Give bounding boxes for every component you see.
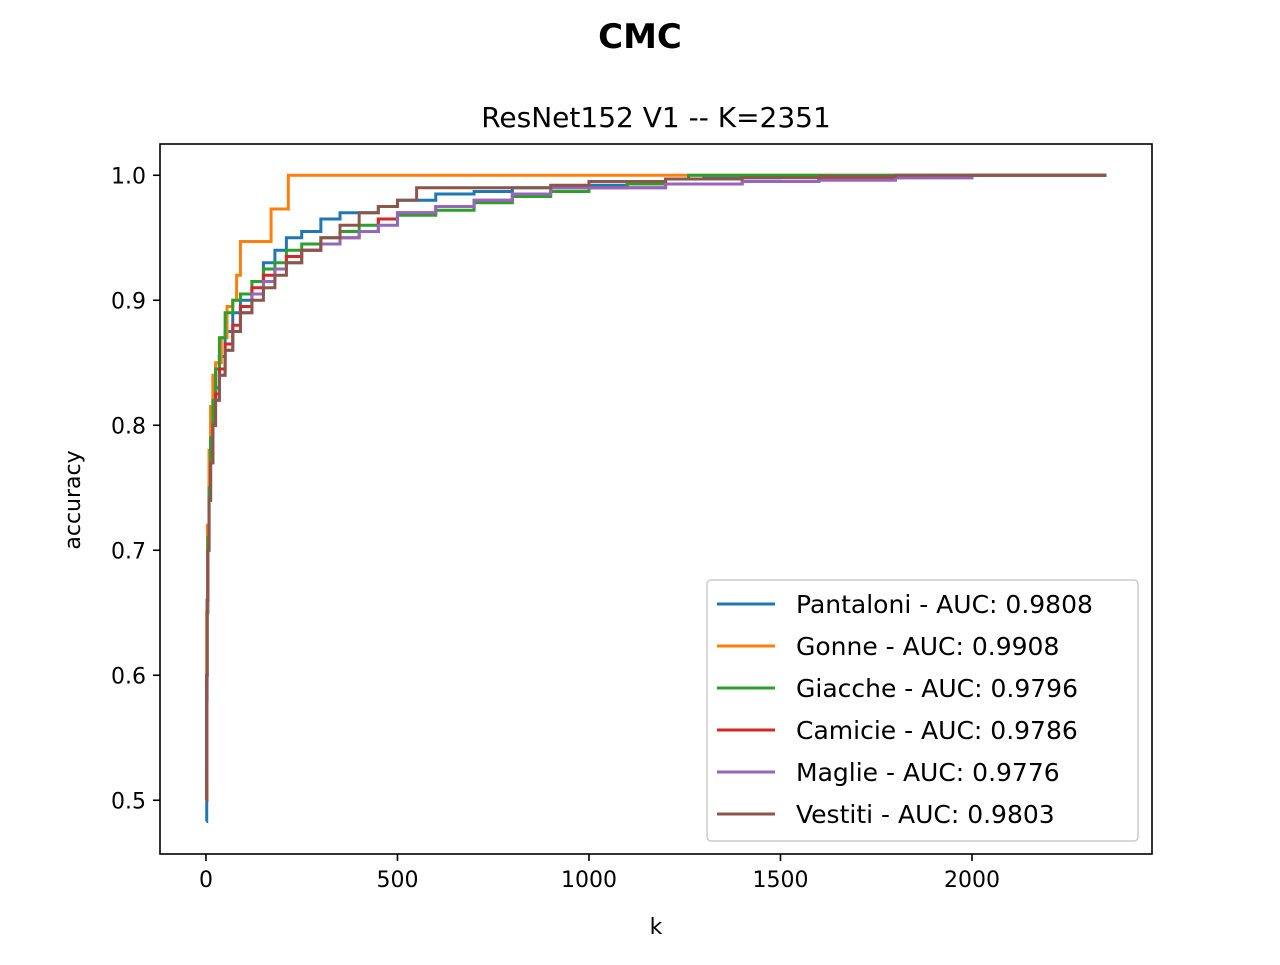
y-axis-label: accuracy xyxy=(61,450,86,549)
legend-entry-2: Giacche - AUC: 0.9796 xyxy=(796,674,1078,703)
legend-box xyxy=(706,579,1139,842)
legend-entry-0: Pantaloni - AUC: 0.9808 xyxy=(796,590,1093,619)
x-axis-ticks: 0 500 1000 1500 2000 xyxy=(199,854,1000,893)
legend-entry-4: Maglie - AUC: 0.9776 xyxy=(796,758,1060,787)
x-tick-label: 500 xyxy=(376,868,418,893)
legend-entry-1: Gonne - AUC: 0.9908 xyxy=(796,632,1059,661)
x-axis-label: k xyxy=(650,915,663,940)
legend: Pantaloni - AUC: 0.9808 Gonne - AUC: 0.99… xyxy=(706,579,1139,842)
y-tick-label: 0.7 xyxy=(111,539,146,564)
legend-entry-5: Vestiti - AUC: 0.9803 xyxy=(796,800,1055,829)
x-tick-label: 1000 xyxy=(561,868,617,893)
axes-title: ResNet152 V1 -- K=2351 xyxy=(481,101,831,134)
y-tick-label: 0.6 xyxy=(111,664,146,689)
y-tick-label: 0.8 xyxy=(111,414,146,439)
figure-title: CMC xyxy=(598,17,682,57)
x-tick-label: 2000 xyxy=(944,868,1000,893)
y-tick-label: 0.9 xyxy=(111,289,146,314)
x-tick-label: 0 xyxy=(199,868,213,893)
x-tick-label: 1500 xyxy=(752,868,808,893)
legend-entry-3: Camicie - AUC: 0.9786 xyxy=(796,716,1078,745)
series-line-5 xyxy=(205,173,1107,802)
plot-frame xyxy=(159,143,1153,855)
y-tick-label: 1.0 xyxy=(111,164,146,189)
series-lines xyxy=(205,173,1107,823)
y-tick-label: 0.5 xyxy=(111,789,146,814)
y-axis-ticks: 0.5 0.6 0.7 0.8 0.9 1.0 xyxy=(111,164,160,814)
